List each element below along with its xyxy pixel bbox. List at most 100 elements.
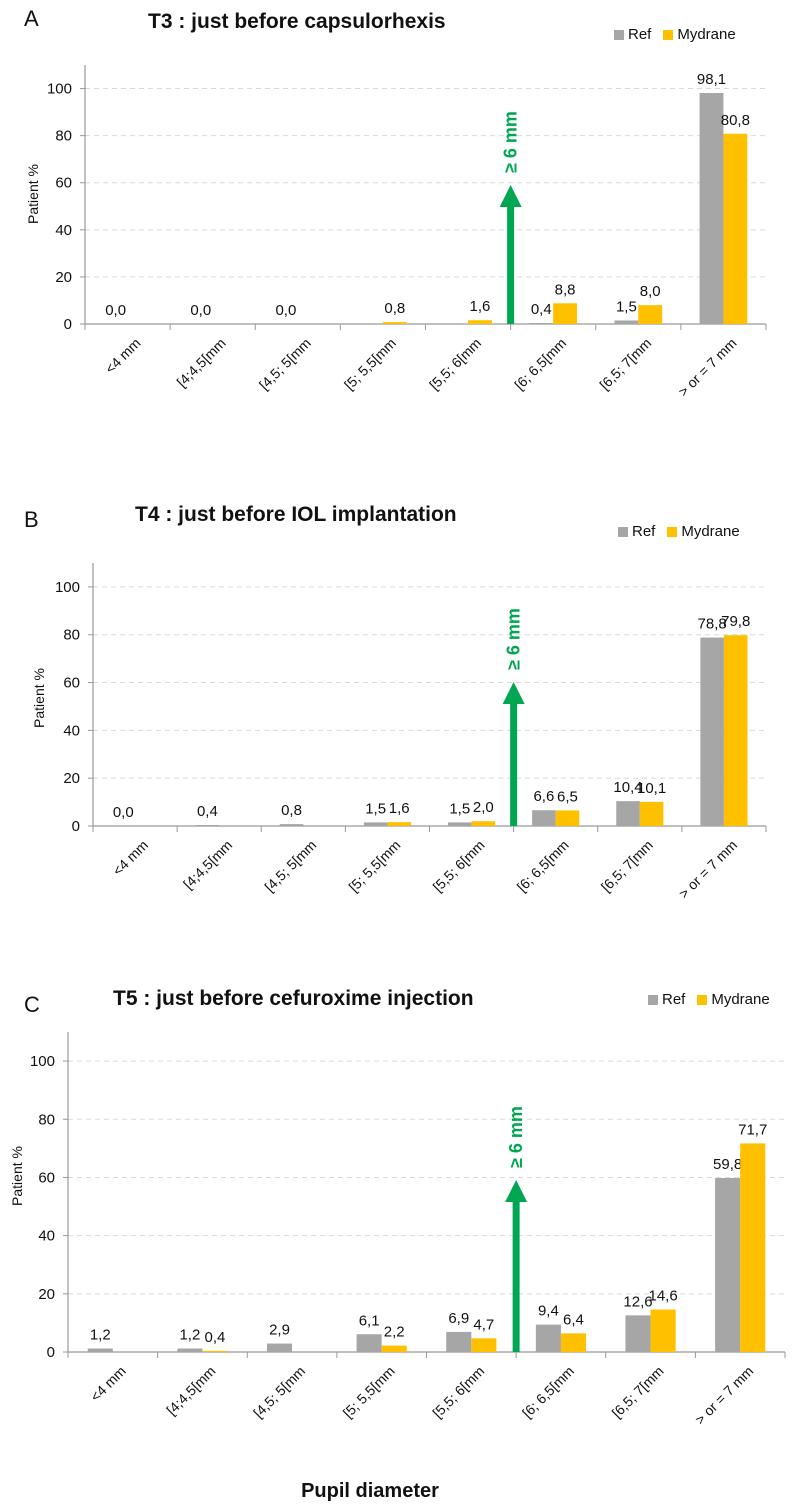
data-label-ref: 0,0 — [113, 804, 134, 821]
bar-ref — [279, 824, 304, 826]
legend-label-mydrane: Mydrane — [677, 26, 736, 43]
data-label-ref: 0,4 — [197, 803, 218, 820]
y-tick-label: 0 — [64, 316, 72, 333]
data-label-ref: 1,5 — [365, 800, 386, 817]
bar-mydrane — [471, 821, 496, 826]
x-tick-label: [4,5; 5[mm — [261, 837, 319, 895]
legend-item-ref: Ref — [614, 26, 651, 43]
data-label-ref: 2,9 — [269, 1322, 290, 1339]
data-label-ref: 0,4 — [531, 301, 552, 318]
y-tick-label: 100 — [55, 579, 80, 596]
y-tick-label: 100 — [30, 1053, 55, 1070]
bar-mydrane — [471, 1338, 497, 1352]
bar-chart-svg: 0 20 40 60 80 100 <4 mm [4;4,5[mm [4,5; 5[mm [5; … — [30, 1032, 786, 1428]
legend-swatch-mydrane — [667, 526, 678, 537]
data-label-mydrane: 8,0 — [640, 283, 661, 300]
y-tick-label: 0 — [72, 818, 80, 835]
bar-mydrane — [638, 305, 663, 324]
data-label-mydrane: 2,0 — [473, 799, 494, 816]
legend-label-ref: Ref — [628, 26, 652, 43]
x-tick-label: [4;4,5[mm — [180, 837, 235, 892]
bar-ref — [532, 810, 556, 826]
data-label-ref: 0,8 — [281, 802, 302, 819]
x-tick-label: <4 mm — [87, 1363, 129, 1405]
chart-title: T3 : just before capsulorhexis — [148, 10, 446, 33]
y-tick-label: 20 — [63, 770, 80, 787]
data-label-mydrane: 2,2 — [384, 1324, 405, 1341]
x-tick-label: > or = 7 mm — [692, 1363, 757, 1428]
bar-mydrane — [639, 801, 664, 826]
x-tick-label: [6,5; 7[mm — [598, 837, 656, 895]
legend-label-mydrane: Mydrane — [711, 991, 770, 1008]
legend-item-mydrane: Mydrane — [667, 523, 740, 540]
arrow-head — [505, 1180, 528, 1202]
bar-chart-svg: 0 20 40 60 80 100 <4 mm [4;4,5[mm [4,5; 5[mm [5; … — [47, 65, 767, 399]
data-label-ref: 0,0 — [105, 302, 126, 319]
data-label-ref: 1,2 — [90, 1327, 111, 1344]
legend-label-ref: Ref — [632, 523, 656, 540]
y-tick-label: 40 — [55, 222, 72, 239]
legend-label-mydrane: Mydrane — [681, 523, 740, 540]
y-tick-label: 0 — [47, 1344, 55, 1361]
chart-panel-a: A T3 : just before capsulorhexis Ref Myd… — [0, 0, 798, 470]
x-tick-label: [5,5; 6[mm — [429, 1363, 487, 1421]
bar-ref — [87, 1348, 113, 1352]
bar-ref — [446, 1331, 472, 1352]
bar-mydrane — [202, 1350, 228, 1352]
panel-letter: B — [24, 507, 39, 532]
chart-title: T4 : just before IOL implantation — [135, 503, 457, 526]
bar-mydrane — [650, 1309, 676, 1352]
panel-letter: A — [24, 6, 39, 31]
y-tick-label: 60 — [63, 675, 80, 692]
bar-ref — [614, 320, 639, 324]
legend-swatch-ref — [618, 526, 628, 537]
legend-item-mydrane: Mydrane — [663, 26, 736, 43]
bar-ref — [715, 1178, 741, 1352]
x-tick-label: [6; 6,5[mm — [519, 1363, 577, 1421]
x-tick-label: [5; 5,5[mm — [340, 1363, 398, 1421]
data-label-ref: 9,4 — [538, 1303, 559, 1320]
x-tick-label: [5,5; 6[mm — [426, 335, 484, 393]
x-tick-label: [6,5; 7[mm — [596, 335, 654, 393]
legend-swatch-mydrane — [697, 994, 708, 1005]
y-tick-label: 100 — [47, 81, 72, 98]
bar-mydrane — [553, 303, 578, 324]
chart-legend: Ref Mydrane — [648, 991, 782, 1008]
x-tick-label: [4,5; 5[mm — [256, 335, 314, 393]
arrow-label: ≥ 6 mm — [501, 111, 521, 173]
data-label-ref: 78,8 — [698, 616, 727, 633]
bar-chart-svg: 0 20 40 60 80 100 <4 mm [4;4,5[mm [4,5; 5[mm [5; … — [55, 563, 767, 902]
x-tick-label: > or = 7 mm — [675, 837, 740, 902]
data-label-mydrane: 80,8 — [721, 112, 750, 129]
legend-swatch-ref — [648, 994, 658, 1005]
data-label-ref: 1,5 — [449, 800, 470, 817]
data-label-ref: 6,6 — [533, 788, 554, 805]
bar-ref — [363, 822, 388, 826]
panel-letter: C — [24, 992, 40, 1017]
arrow-head — [499, 185, 522, 207]
legend-swatch-ref — [614, 29, 624, 40]
bar-mydrane — [381, 1345, 407, 1352]
x-tick-label: [4,5; 5[mm — [250, 1363, 308, 1421]
legend-item-ref: Ref — [648, 991, 685, 1008]
data-label-mydrane: 0,4 — [205, 1329, 226, 1346]
chart-panel-c: C T5 : just before cefuroxime injection … — [0, 982, 798, 1472]
bar-mydrane — [468, 320, 492, 324]
x-tick-label: [6,5; 7[mm — [609, 1363, 667, 1421]
bar-ref — [266, 1343, 293, 1352]
data-label-mydrane: 8,8 — [555, 281, 576, 298]
x-tick-label: [5; 5,5[mm — [345, 837, 403, 895]
y-tick-label: 40 — [63, 722, 80, 739]
bar-ref — [529, 323, 554, 324]
bar-mydrane — [555, 810, 580, 826]
bar-ref — [700, 637, 724, 826]
arrow-label: ≥ 6 mm — [506, 1106, 526, 1168]
bar-ref — [625, 1315, 651, 1352]
x-tick-label: [6; 6,5[mm — [511, 335, 569, 393]
bar-ref — [195, 825, 220, 826]
arrow-head — [502, 682, 525, 704]
chart-legend: Ref Mydrane — [614, 26, 748, 43]
y-tick-label: 60 — [55, 175, 72, 192]
bar-mydrane — [723, 635, 748, 826]
data-label-mydrane: 10,1 — [637, 780, 666, 797]
